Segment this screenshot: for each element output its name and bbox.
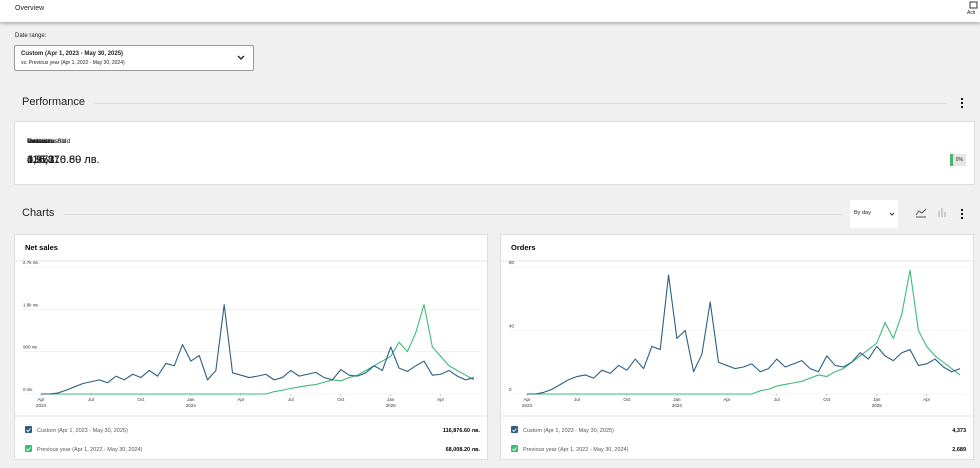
x-tick-label: Oct — [337, 397, 345, 402]
card-label: Products sold — [27, 138, 67, 145]
legend-checkbox[interactable] — [25, 445, 32, 452]
legend-checkbox[interactable] — [511, 426, 518, 433]
section-title: Charts — [22, 207, 65, 219]
date-range-select[interactable]: Custom (Apr 1, 2023 - May 30, 2025) vs. … — [14, 45, 254, 71]
check — [512, 428, 517, 433]
chevron — [889, 212, 895, 216]
x-tick-year: 2023 — [522, 403, 533, 408]
y-tick-label: 0 — [509, 387, 512, 392]
check — [512, 447, 517, 452]
page-title: Overview — [15, 5, 45, 12]
x-tick-label: Apr — [437, 397, 445, 402]
x-tick-year: 2025 — [872, 403, 883, 408]
legend-total: 116,876.60 лв. — [443, 428, 481, 434]
legend-checkbox[interactable] — [25, 426, 32, 433]
legend-total: 2,689 — [952, 447, 966, 453]
x-tick-label: Oct — [623, 397, 631, 402]
legend-label: Previous year (Apr 1, 2022 - May 30, 202… — [523, 447, 629, 453]
x-tick-label: Apr — [923, 397, 931, 402]
legend-total: 68,008.20 лв. — [446, 447, 481, 453]
x-tick-label: Apr — [723, 397, 731, 402]
legend-label: Custom (Apr 1, 2023 - May 30, 2025) — [37, 428, 128, 434]
x-tick-label: Jan — [187, 397, 195, 402]
x-tick-label: Jan — [873, 397, 881, 402]
x-tick-label: Jan — [673, 397, 681, 402]
series-line — [41, 304, 475, 395]
card-value: 116,876.60 лв. — [27, 154, 100, 166]
activity-link[interactable]: Acti — [967, 10, 976, 16]
date-range-primary: Custom (Apr 1, 2023 - May 30, 2025) — [21, 51, 124, 57]
x-tick-label: Jan — [387, 397, 395, 402]
x-tick-label: Jul — [574, 397, 580, 402]
legend-label: Custom (Apr 1, 2023 - May 30, 2025) — [523, 428, 614, 434]
card-value: 4,952 — [27, 154, 55, 166]
card-value: 136,110.89 лв. — [27, 154, 100, 166]
chart-type-toggle[interactable] — [914, 205, 954, 219]
legend-checkbox[interactable] — [511, 445, 518, 452]
section-title: Performance — [22, 96, 95, 108]
card-value: 4,373 — [27, 154, 55, 166]
y-tick-label: 0 лв. — [23, 387, 33, 392]
divider — [22, 214, 842, 215]
card-label: Orders — [27, 138, 47, 145]
x-tick-label: Apr — [523, 397, 531, 402]
y-tick-label: 2.7k лв. — [23, 260, 39, 265]
interval-select[interactable]: By day — [850, 200, 898, 228]
x-tick-label: Apr — [237, 397, 245, 402]
check — [26, 447, 31, 452]
series-line — [527, 274, 961, 395]
card-label: Variations Sold — [27, 138, 71, 145]
series-line — [41, 304, 475, 395]
y-tick-label: 40 — [509, 324, 515, 329]
x-tick-year: 2025 — [386, 403, 397, 408]
activity-icon[interactable] — [968, 1, 978, 10]
x-tick-label: Jul — [88, 397, 94, 402]
chart-title: Orders — [511, 243, 536, 252]
x-tick-label: Jul — [288, 397, 294, 402]
chart-panel: Orders 0 40 80 Apr 2023 Jul Oct Jan 2024 Apr Jul Oct… — [500, 234, 975, 460]
chevron — [237, 55, 245, 60]
x-tick-label: Jul — [774, 397, 780, 402]
date-range-label: Date range: — [15, 33, 47, 39]
divider — [22, 103, 947, 104]
card-value: 0 — [27, 154, 34, 166]
y-tick-label: 1.8k лв. — [23, 302, 39, 307]
x-tick-label: Oct — [823, 397, 831, 402]
x-tick-label: Apr — [37, 397, 45, 402]
change-badge: 0% — [952, 154, 966, 166]
chart-title: Net sales — [25, 243, 58, 252]
date-range-compare: vs. Previous year (Apr 1, 2022 - May 30,… — [21, 60, 125, 66]
chart: Net sales 0 лв. 900 лв. 1.8k лв. 2.7k лв. Apr… — [15, 243, 489, 453]
interval-value: By day — [854, 210, 871, 216]
check — [26, 428, 31, 433]
legend-total: 4,373 — [952, 428, 966, 434]
card-label: Net sales — [27, 138, 55, 145]
x-tick-year: 2023 — [36, 403, 47, 408]
y-tick-label: 80 — [509, 260, 515, 265]
y-tick-label: 900 лв. — [23, 345, 38, 350]
card-label: Total sales — [27, 138, 58, 145]
x-tick-label: Oct — [137, 397, 145, 402]
legend-label: Previous year (Apr 1, 2022 - May 30, 202… — [37, 447, 143, 453]
menu-button[interactable] — [958, 97, 966, 109]
chart-panel: Net sales 0 лв. 900 лв. 1.8k лв. 2.7k лв. Apr… — [14, 234, 489, 460]
series-line — [527, 269, 961, 395]
x-tick-year: 2024 — [186, 403, 197, 408]
top-bar: Overview Acti — [0, 0, 980, 22]
menu-button[interactable] — [958, 208, 966, 220]
x-tick-year: 2024 — [672, 403, 683, 408]
